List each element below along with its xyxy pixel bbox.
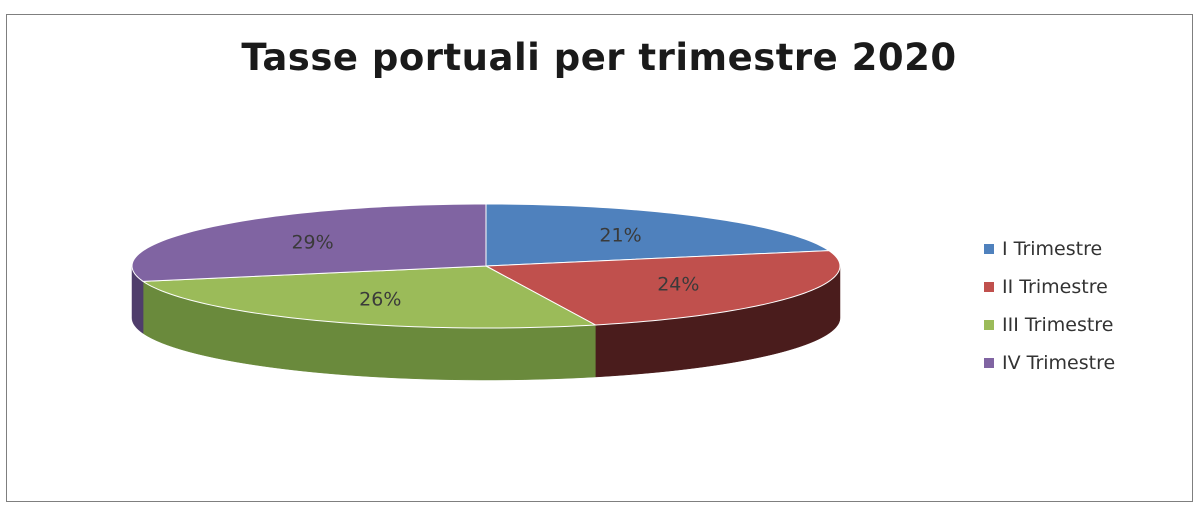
legend-label: IV Trimestre xyxy=(1002,352,1116,374)
pie-slices xyxy=(131,203,841,329)
chart-title: Tasse portuali per trimestre 2020 xyxy=(241,36,957,79)
legend-swatch xyxy=(984,320,994,330)
legend-label: III Trimestre xyxy=(1002,314,1114,336)
legend-label: I Trimestre xyxy=(1002,238,1103,260)
legend-item: IV Trimestre xyxy=(984,344,1115,382)
legend-swatch xyxy=(984,244,994,254)
pie-data-label: 24% xyxy=(657,274,699,296)
pie-slice xyxy=(484,250,841,326)
legend-item: I Trimestre xyxy=(984,230,1115,268)
legend-label: II Trimestre xyxy=(1002,276,1108,298)
pie-sides xyxy=(131,265,841,381)
pie-data-label: 26% xyxy=(359,289,401,311)
chart-legend: I Trimestre II Trimestre III Trimestre I… xyxy=(984,230,1115,382)
pie-data-label: 21% xyxy=(599,225,641,247)
pie-data-label: 29% xyxy=(291,231,333,253)
pie-slice xyxy=(131,203,487,282)
legend-item: III Trimestre xyxy=(984,306,1115,344)
pie-data-labels: 21% 24% 26% 29% xyxy=(291,225,699,311)
pie-slice xyxy=(485,203,831,267)
legend-item: II Trimestre xyxy=(984,268,1115,306)
legend-swatch xyxy=(984,358,994,368)
pie-slice xyxy=(141,265,598,329)
legend-swatch xyxy=(984,282,994,292)
